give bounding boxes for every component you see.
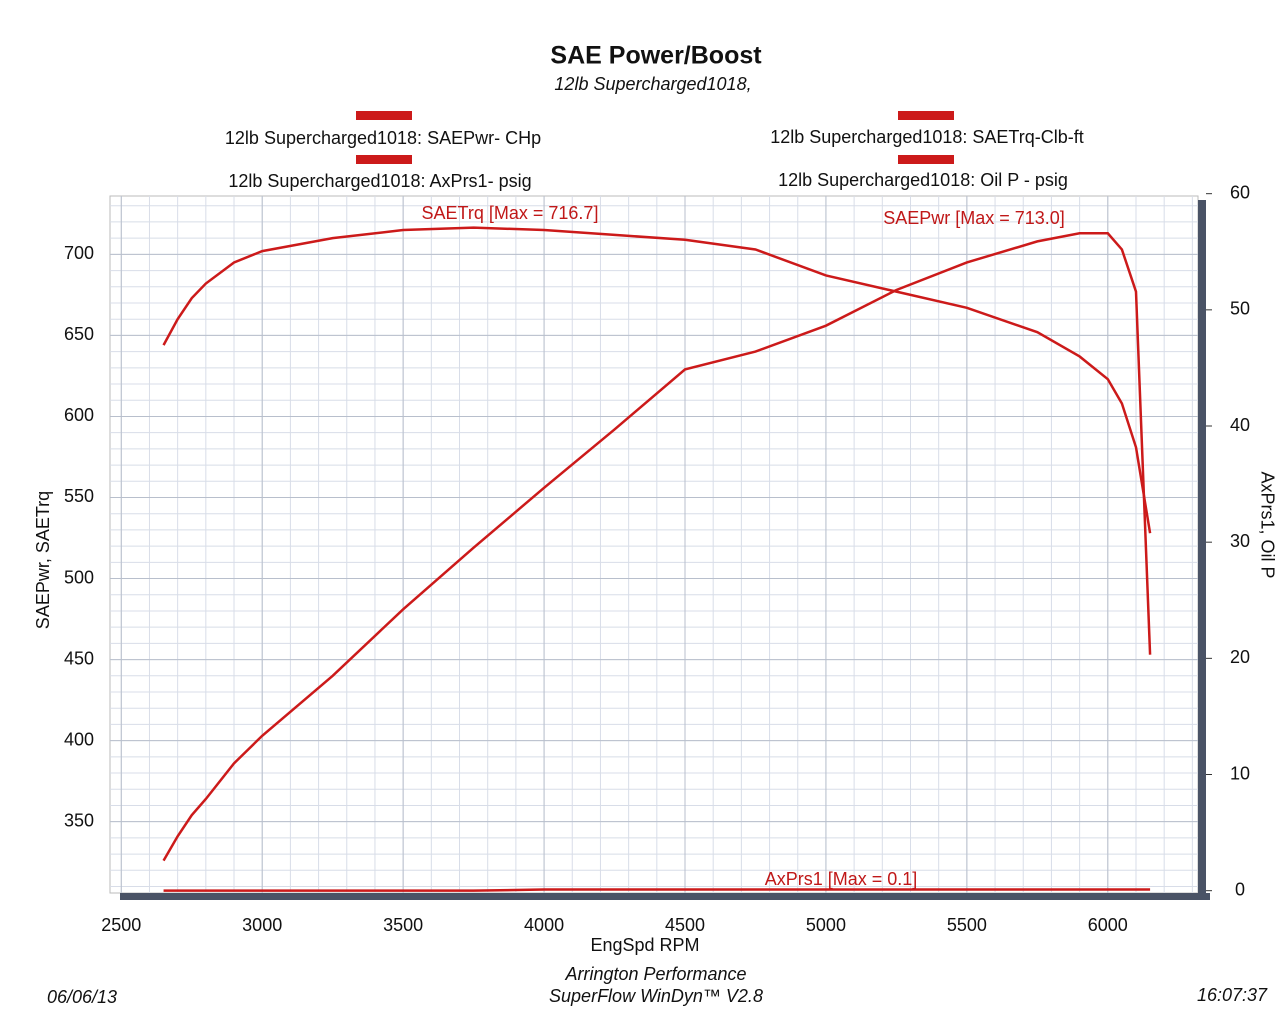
legend-label: 12lb Supercharged1018: SAETrq-Clb-ft	[770, 127, 1084, 147]
plot-area	[109, 195, 1199, 894]
y-tick-label: 400	[64, 729, 94, 749]
legend-swatch	[356, 155, 412, 164]
x-tick-label: 2500	[101, 915, 141, 935]
x-axis-label: EngSpd RPM	[590, 935, 699, 955]
legend-label: 12lb Supercharged1018: Oil P - psig	[778, 170, 1068, 190]
footer-date: 06/06/13	[47, 987, 117, 1007]
y2-tick-label: 60	[1230, 182, 1250, 202]
y2-axis-band	[1198, 200, 1206, 893]
chart-subtitle: 12lb Supercharged1018,	[554, 74, 751, 94]
y2-tick-label: 30	[1230, 531, 1250, 551]
y-tick-label: 650	[64, 324, 94, 344]
legend-label: 12lb Supercharged1018: AxPrs1- psig	[228, 171, 531, 191]
x-tick-label: 4000	[524, 915, 564, 935]
legend-swatch	[356, 111, 412, 120]
x-tick-label: 6000	[1088, 915, 1128, 935]
x-tick-label: 3500	[383, 915, 423, 935]
y-tick-label: 450	[64, 648, 94, 668]
y-tick-label: 500	[64, 567, 94, 587]
series-line	[162, 232, 1152, 862]
legend-label: 12lb Supercharged1018: SAEPwr- CHp	[225, 128, 541, 148]
footer-software: SuperFlow WinDyn™ V2.8	[549, 986, 763, 1006]
y-axis-label: SAEPwr, SAETrq	[33, 491, 53, 629]
y-tick-label: 550	[64, 486, 94, 506]
y2-axis-label: AxPrs1, Oil P	[1257, 471, 1277, 578]
y2-tick-label: 0	[1235, 879, 1245, 899]
y2-tick-label: 50	[1230, 299, 1250, 319]
x-tick-label: 3000	[242, 915, 282, 935]
y-tick-label: 700	[64, 243, 94, 263]
y2-tick-label: 20	[1230, 647, 1250, 667]
legend-swatch	[898, 155, 954, 164]
y2-tick-label: 40	[1230, 415, 1250, 435]
x-axis-band	[120, 893, 1210, 900]
chart-title: SAE Power/Boost	[550, 42, 762, 70]
annotation: AxPrs1 [Max = 0.1]	[765, 869, 918, 889]
y-tick-label: 350	[64, 810, 94, 830]
y-tick-label: 600	[64, 405, 94, 425]
series-line	[162, 226, 1152, 534]
footer-time: 16:07:37	[1197, 985, 1268, 1005]
annotation: SAETrq [Max = 716.7]	[422, 203, 599, 223]
legend-swatch	[898, 111, 954, 120]
y2-tick-label: 10	[1230, 763, 1250, 783]
footer-company: Arrington Performance	[564, 964, 746, 984]
x-tick-label: 4500	[665, 915, 705, 935]
annotation: SAEPwr [Max = 713.0]	[883, 208, 1065, 228]
series-line	[163, 888, 1151, 892]
x-tick-label: 5000	[806, 915, 846, 935]
x-tick-label: 5500	[947, 915, 987, 935]
